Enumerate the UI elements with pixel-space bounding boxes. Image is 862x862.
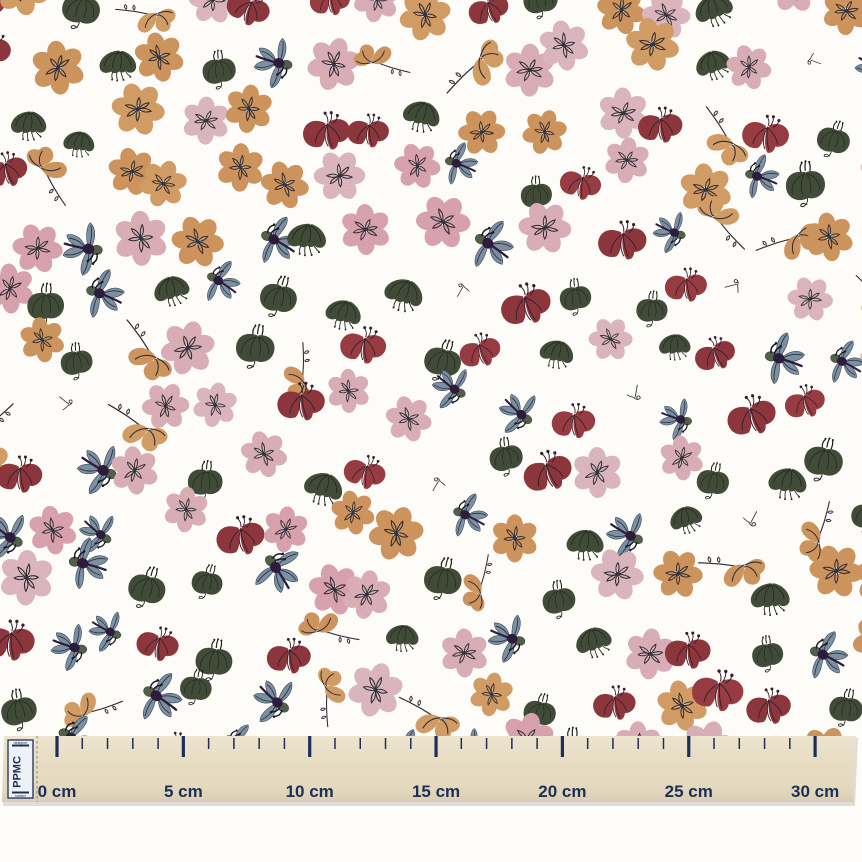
svg-text:0 cm: 0 cm <box>38 782 77 801</box>
svg-text:5 cm: 5 cm <box>164 782 203 801</box>
svg-text:PPMC: PPMC <box>12 756 24 788</box>
svg-text:30 cm: 30 cm <box>791 782 839 801</box>
svg-text:20 cm: 20 cm <box>538 782 586 801</box>
svg-text:10 cm: 10 cm <box>286 782 334 801</box>
svg-text:25 cm: 25 cm <box>665 782 713 801</box>
svg-text:designer: designer <box>14 741 29 745</box>
svg-text:15 cm: 15 cm <box>412 782 460 801</box>
svg-text:number: number <box>15 794 27 798</box>
